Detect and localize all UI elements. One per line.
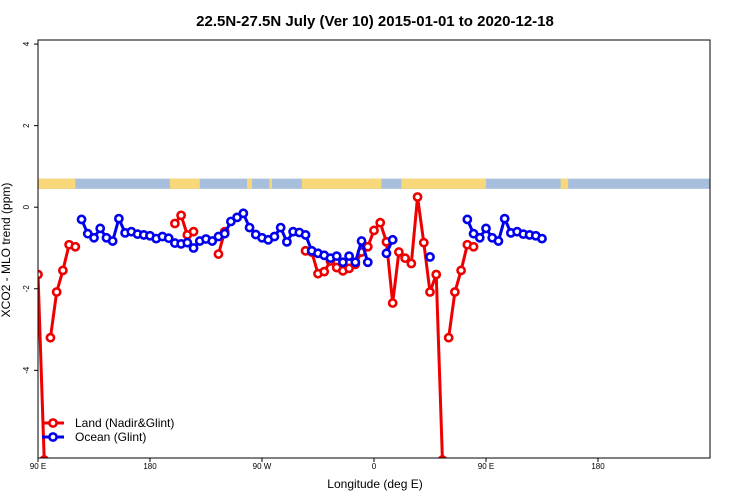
land-band-segment (169, 178, 200, 189)
land-ocean-band (38, 178, 710, 189)
data-point (182, 237, 193, 248)
x-tick-label: 90 E (30, 462, 46, 471)
data-point (350, 257, 361, 268)
y-tick-label: -2 (22, 285, 31, 293)
data-point (468, 241, 479, 252)
data-point (418, 237, 429, 248)
data-point (244, 222, 255, 233)
data-point (362, 257, 373, 268)
data-point (537, 233, 547, 244)
data-point (431, 269, 442, 280)
land-band-segment (401, 178, 486, 189)
data-point (213, 249, 224, 259)
land-band-segment (269, 178, 272, 189)
data-point (188, 243, 199, 253)
y-tick-label: 0 (22, 204, 31, 209)
series-clip-group (38, 192, 547, 458)
data-point (393, 247, 404, 257)
data-point (300, 230, 311, 240)
data-point (89, 232, 99, 243)
data-point (207, 236, 218, 246)
data-point (406, 258, 417, 269)
data-point (369, 225, 379, 236)
data-point (356, 236, 367, 246)
data-point (443, 332, 454, 343)
y-tick-label: -4 (22, 366, 31, 374)
data-point (57, 265, 68, 276)
data-point (499, 213, 510, 224)
data-point (493, 236, 504, 246)
legend-label: Land (Nadir&Glint) (75, 416, 174, 430)
data-point (425, 252, 435, 262)
data-point (269, 231, 280, 242)
x-tick-label: 180 (143, 462, 157, 471)
y-axis-title: XCO2 - MLO trend (ppm) (0, 183, 13, 318)
data-point (319, 266, 330, 277)
data-point (76, 214, 87, 225)
land-band-segment (560, 178, 569, 189)
plot-frame (37, 39, 711, 459)
data-point (107, 236, 118, 246)
data-point (45, 332, 56, 343)
data-point (51, 287, 62, 297)
data-point (163, 233, 174, 244)
series-line (38, 274, 46, 458)
series-line (305, 195, 444, 458)
data-point (238, 208, 249, 219)
data-point (425, 287, 435, 297)
data-point (188, 226, 199, 237)
data-point (375, 217, 386, 228)
series-land (38, 192, 479, 458)
series-ocean (76, 208, 547, 268)
data-point (95, 223, 106, 234)
chart-title: 22.5N-27.5N July (Ver 10) 2015-01-01 to … (196, 13, 554, 30)
x-tick-label: 180 (591, 462, 605, 471)
legend-marker (48, 432, 58, 442)
data-point (449, 287, 460, 297)
data-point (387, 298, 398, 308)
legend-label: Ocean (Glint) (75, 430, 146, 444)
x-tick-label: 90 E (478, 462, 494, 471)
data-point (481, 223, 491, 234)
data-point (219, 228, 230, 239)
y-tick-label: 2 (22, 123, 31, 128)
axis-layer: 90 E 180 90 W 0 90 E 180 4 2 0 -2 -4 (22, 41, 605, 471)
data-point (337, 257, 348, 268)
data-point (70, 241, 81, 252)
series-layer (38, 192, 547, 458)
land-band-segment (301, 178, 382, 189)
legend-marker (48, 418, 58, 428)
data-point (113, 213, 124, 224)
y-tick-label: 4 (22, 41, 31, 46)
data-point (331, 251, 342, 262)
x-tick-label: 90 W (253, 462, 272, 471)
data-point (344, 251, 355, 262)
land-band-segment (247, 178, 253, 189)
data-point (456, 265, 467, 276)
data-point (381, 248, 392, 259)
land-band-segment (38, 178, 76, 189)
data-point (400, 253, 411, 264)
data-point (474, 232, 485, 243)
x-tick-label: 0 (372, 462, 377, 471)
data-point (462, 214, 473, 225)
data-point (387, 234, 398, 245)
legend: Land (Nadir&Glint)Ocean (Glint) (42, 416, 174, 444)
data-point (275, 222, 286, 233)
data-point (281, 236, 292, 247)
data-point (169, 218, 180, 229)
data-point (412, 192, 423, 202)
x-axis-title: Longitude (deg E) (327, 477, 422, 491)
data-point (176, 210, 187, 221)
